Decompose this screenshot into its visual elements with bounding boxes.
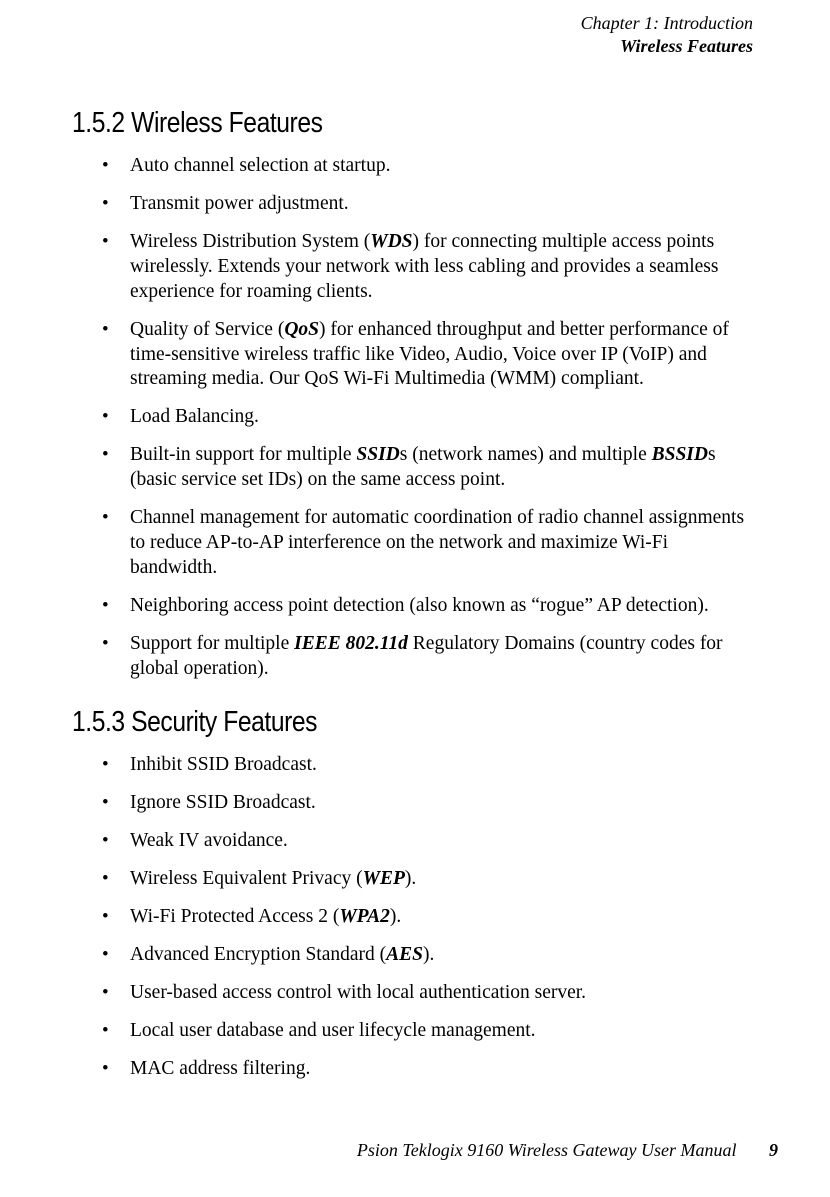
text-run: Support for multiple <box>130 633 294 654</box>
section-label: Wireless Features <box>72 35 753 58</box>
text-run: WDS <box>370 231 412 252</box>
text-run: s (network names) and multiple <box>400 444 652 465</box>
page-content: 1.5.2 Wireless Features Auto channel sele… <box>72 107 753 1082</box>
list-item: Quality of Service (QoS) for enhanced th… <box>72 318 753 393</box>
list-item: Local user database and user lifecycle m… <box>72 1019 753 1044</box>
text-run: Ignore SSID Broadcast. <box>130 792 316 813</box>
section-heading: 1.5.2 Wireless Features <box>72 107 651 140</box>
page-number: 9 <box>769 1140 778 1160</box>
list-item: Support for multiple IEEE 802.11d Regula… <box>72 632 753 682</box>
list-item: Inhibit SSID Broadcast. <box>72 753 753 778</box>
list-item: Ignore SSID Broadcast. <box>72 791 753 816</box>
list-item: Neighboring access point detection (also… <box>72 594 753 619</box>
chapter-label: Chapter 1: Introduction <box>72 12 753 35</box>
list-item: Weak IV avoidance. <box>72 829 753 854</box>
text-run: Load Balancing. <box>130 406 259 427</box>
section-title: Security Features <box>131 706 317 738</box>
page-footer: Psion Teklogix 9160 Wireless Gateway Use… <box>357 1140 778 1161</box>
list-item: Transmit power adjustment. <box>72 192 753 217</box>
list-item: Built-in support for multiple SSIDs (net… <box>72 443 753 493</box>
text-run: Local user database and user lifecycle m… <box>130 1020 536 1041</box>
list-item: Auto channel selection at startup. <box>72 154 753 179</box>
list-item: User-based access control with local aut… <box>72 981 753 1006</box>
list-item: MAC address filtering. <box>72 1057 753 1082</box>
list-item: Wireless Distribution System (WDS) for c… <box>72 230 753 305</box>
text-run: Wi-Fi Protected Access 2 ( <box>130 906 339 927</box>
text-run: Neighboring access point detection (also… <box>130 595 709 616</box>
section-number: 1.5.3 <box>72 706 125 739</box>
text-run: Wireless Equivalent Privacy ( <box>130 868 363 889</box>
text-run: Transmit power adjustment. <box>130 193 349 214</box>
text-run: AES <box>386 944 423 965</box>
bullet-list: Auto channel selection at startup. Transm… <box>72 154 753 682</box>
text-run: Auto channel selection at startup. <box>130 155 390 176</box>
text-run: Quality of Service ( <box>130 319 284 340</box>
text-run: ). <box>390 906 401 927</box>
section-title: Wireless Features <box>131 107 322 139</box>
section-number: 1.5.2 <box>72 107 125 140</box>
text-run: WPA2 <box>339 906 390 927</box>
bullet-list: Inhibit SSID Broadcast. Ignore SSID Broad… <box>72 753 753 1082</box>
text-run: User-based access control with local aut… <box>130 982 586 1003</box>
text-run: WEP <box>363 868 405 889</box>
text-run: SSID <box>356 444 399 465</box>
list-item: Advanced Encryption Standard (AES). <box>72 943 753 968</box>
text-run: BSSID <box>652 444 708 465</box>
text-run: Channel management for automatic coordin… <box>130 507 744 578</box>
text-run: Wireless Distribution System ( <box>130 231 370 252</box>
page-header: Chapter 1: Introduction Wireless Feature… <box>72 12 753 59</box>
text-run: MAC address filtering. <box>130 1058 310 1079</box>
text-run: ). <box>405 868 416 889</box>
list-item: Wireless Equivalent Privacy (WEP). <box>72 867 753 892</box>
text-run: Built-in support for multiple <box>130 444 356 465</box>
text-run: ). <box>423 944 434 965</box>
list-item: Wi-Fi Protected Access 2 (WPA2). <box>72 905 753 930</box>
text-run: IEEE 802.11d <box>294 633 408 654</box>
list-item: Channel management for automatic coordin… <box>72 506 753 581</box>
footer-title: Psion Teklogix 9160 Wireless Gateway Use… <box>357 1140 737 1160</box>
text-run: QoS <box>284 319 319 340</box>
text-run: Weak IV avoidance. <box>130 830 288 851</box>
list-item: Load Balancing. <box>72 405 753 430</box>
text-run: Inhibit SSID Broadcast. <box>130 754 317 775</box>
section-heading: 1.5.3 Security Features <box>72 706 651 739</box>
text-run: Advanced Encryption Standard ( <box>130 944 386 965</box>
